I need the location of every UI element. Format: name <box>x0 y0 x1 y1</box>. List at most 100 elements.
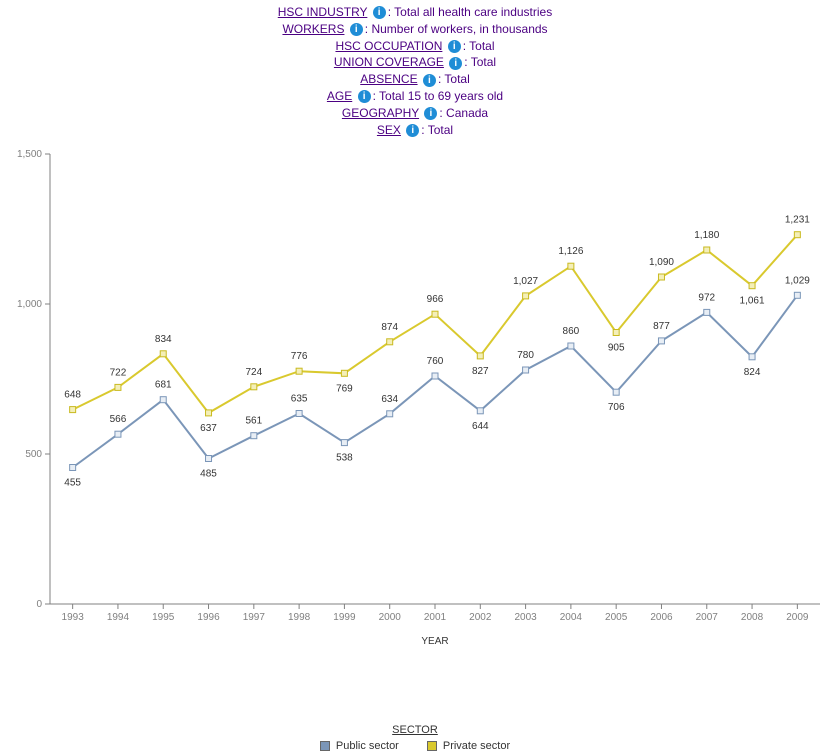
x-tick-label: 2002 <box>469 612 492 623</box>
y-tick-label: 1,000 <box>17 299 42 310</box>
data-marker <box>296 369 302 375</box>
filter-label: AGE <box>327 89 352 103</box>
filter-label: SEX <box>377 123 401 137</box>
data-label: 644 <box>472 421 489 432</box>
x-tick-label: 2008 <box>741 612 764 623</box>
data-label: 485 <box>200 469 217 480</box>
data-marker <box>432 373 438 379</box>
info-icon[interactable]: i <box>449 57 462 70</box>
data-label: 455 <box>64 478 81 489</box>
data-marker <box>794 293 800 299</box>
data-label: 972 <box>698 293 715 304</box>
data-label: 1,061 <box>740 296 765 307</box>
filter-row: GEOGRAPHY i: Canada <box>0 105 830 122</box>
filter-value: : Canada <box>439 106 488 120</box>
data-label: 769 <box>336 384 353 395</box>
data-marker <box>115 385 121 391</box>
data-marker <box>568 264 574 270</box>
filter-row: SEX i: Total <box>0 122 830 139</box>
data-label: 538 <box>336 453 353 464</box>
filter-value: : Total <box>464 55 496 69</box>
x-tick-label: 1999 <box>333 612 356 623</box>
data-marker <box>523 293 529 299</box>
legend-row: Public sector Private sector <box>306 740 524 754</box>
data-marker <box>477 353 483 359</box>
y-tick-label: 0 <box>36 599 42 610</box>
info-icon[interactable]: i <box>448 40 461 53</box>
filter-row: AGE i: Total 15 to 69 years old <box>0 88 830 105</box>
data-marker <box>251 433 257 439</box>
y-tick-label: 500 <box>25 449 42 460</box>
data-label: 681 <box>155 380 172 391</box>
x-tick-label: 1995 <box>152 612 175 623</box>
data-label: 877 <box>653 321 670 332</box>
x-tick-label: 2009 <box>786 612 809 623</box>
filter-value: : Total all health care industries <box>388 5 553 19</box>
chart-container: 05001,0001,50019931994199519961997199819… <box>0 144 830 724</box>
data-marker <box>387 411 393 417</box>
data-label: 776 <box>291 352 308 363</box>
data-marker <box>704 310 710 316</box>
filter-row: HSC OCCUPATION i: Total <box>0 38 830 55</box>
data-marker <box>794 232 800 238</box>
x-tick-label: 2006 <box>650 612 673 623</box>
data-label: 874 <box>381 322 398 333</box>
filter-label: HSC OCCUPATION <box>335 39 442 53</box>
data-marker <box>341 440 347 446</box>
data-marker <box>341 371 347 377</box>
x-tick-label: 1998 <box>288 612 311 623</box>
info-icon[interactable]: i <box>350 23 363 36</box>
data-label: 780 <box>517 350 534 361</box>
data-marker <box>432 312 438 318</box>
filter-row: WORKERS i: Number of workers, in thousan… <box>0 21 830 38</box>
data-label: 635 <box>291 394 308 405</box>
data-label: 648 <box>64 390 81 401</box>
data-marker <box>387 339 393 345</box>
data-label: 1,231 <box>785 215 810 226</box>
filter-value: : Total <box>438 72 470 86</box>
data-marker <box>70 407 76 413</box>
data-marker <box>613 390 619 396</box>
legend-swatch <box>427 741 437 751</box>
x-tick-label: 1997 <box>243 612 266 623</box>
legend-label: Public sector <box>336 740 399 752</box>
filter-value: : Total <box>421 123 453 137</box>
data-marker <box>749 354 755 360</box>
series-line <box>73 296 798 468</box>
data-label: 561 <box>245 416 262 427</box>
data-label: 634 <box>381 394 398 405</box>
legend-title: SECTOR <box>0 724 830 736</box>
x-tick-label: 1993 <box>62 612 85 623</box>
data-label: 1,027 <box>513 276 538 287</box>
filter-value: : Total <box>463 39 495 53</box>
data-label: 706 <box>608 403 625 414</box>
info-icon[interactable]: i <box>424 107 437 120</box>
info-icon[interactable]: i <box>373 6 386 19</box>
data-marker <box>613 330 619 336</box>
filter-row: HSC INDUSTRY i: Total all health care in… <box>0 4 830 21</box>
data-label: 860 <box>563 326 580 337</box>
info-icon[interactable]: i <box>423 74 436 87</box>
filter-header: HSC INDUSTRY i: Total all health care in… <box>0 0 830 144</box>
filter-value: : Number of workers, in thousands <box>365 22 548 36</box>
line-chart: 05001,0001,50019931994199519961997199819… <box>0 144 830 664</box>
data-marker <box>206 456 212 462</box>
data-label: 1,180 <box>694 230 719 241</box>
data-marker <box>206 410 212 416</box>
data-marker <box>160 351 166 357</box>
filter-label: GEOGRAPHY <box>342 106 419 120</box>
data-label: 827 <box>472 366 489 377</box>
info-icon[interactable]: i <box>358 90 371 103</box>
data-marker <box>477 408 483 414</box>
data-marker <box>70 465 76 471</box>
data-marker <box>523 367 529 373</box>
legend-item: Private sector <box>427 740 510 752</box>
data-label: 637 <box>200 423 217 434</box>
x-tick-label: 2004 <box>560 612 583 623</box>
data-label: 1,090 <box>649 257 674 268</box>
info-icon[interactable]: i <box>406 124 419 137</box>
x-tick-label: 1996 <box>197 612 220 623</box>
data-label: 824 <box>744 367 761 378</box>
x-tick-label: 1994 <box>107 612 130 623</box>
data-label: 724 <box>245 367 262 378</box>
